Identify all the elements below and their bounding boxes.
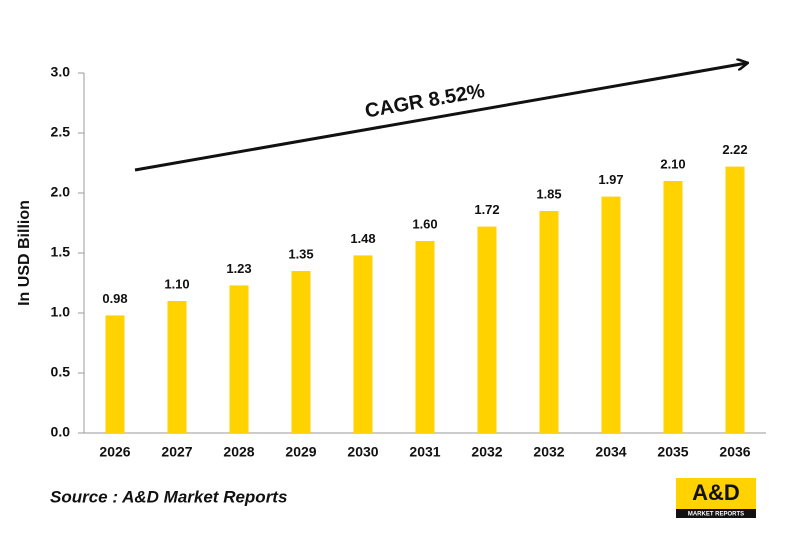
bar [725,166,745,433]
x-tick-label: 2030 [347,444,378,460]
x-tick-label: 2029 [285,444,316,460]
x-tick-label: 2034 [595,444,626,460]
y-tick-label: 2.0 [51,184,71,200]
value-label: 1.60 [412,216,437,231]
bar [229,285,249,433]
y-tick-label: 3.0 [51,64,71,80]
value-label: 1.72 [474,202,499,217]
bar [663,181,683,433]
value-label: 2.22 [722,142,747,157]
bar [167,301,187,433]
x-tick-label: 2035 [657,444,688,460]
x-tick-label: 2031 [409,444,440,460]
bar [601,196,621,433]
x-tick-label: 2028 [223,444,254,460]
cagr-label: CAGR 8.52% [363,80,486,123]
bar [105,315,125,433]
bar [291,271,311,433]
x-tick-label: 2032 [471,444,502,460]
value-label: 1.48 [350,231,375,246]
value-label: 1.97 [598,172,623,187]
logo-title: A&D [692,480,740,505]
value-label: 1.35 [288,246,313,261]
value-label: 1.23 [226,261,251,276]
source-note: Source : A&D Market Reports [50,487,287,506]
logo: A&D MARKET REPORTS [676,478,756,518]
y-axis-label: In USD Billion [16,200,33,306]
y-tick-label: 1.5 [51,244,71,260]
bar [415,241,435,433]
y-tick-label: 1.0 [51,304,71,320]
y-tick-label: 0.5 [51,364,71,380]
y-tick-label: 0.0 [51,424,71,440]
bar [353,255,373,433]
bar [539,211,559,433]
value-label: 0.98 [102,291,127,306]
value-label: 1.85 [536,186,561,201]
logo-band [676,509,756,518]
x-tick-label: 2027 [161,444,192,460]
logo-subtitle: MARKET REPORTS [688,512,744,518]
x-tick-label: 2036 [719,444,750,460]
y-tick-label: 2.5 [51,124,71,140]
value-label: 2.10 [660,156,685,171]
x-tick-label: 2026 [99,444,130,460]
value-label: 1.10 [164,276,189,291]
bar [477,226,497,433]
cagr-arrow [134,63,747,172]
x-tick-label: 2032 [533,444,564,460]
